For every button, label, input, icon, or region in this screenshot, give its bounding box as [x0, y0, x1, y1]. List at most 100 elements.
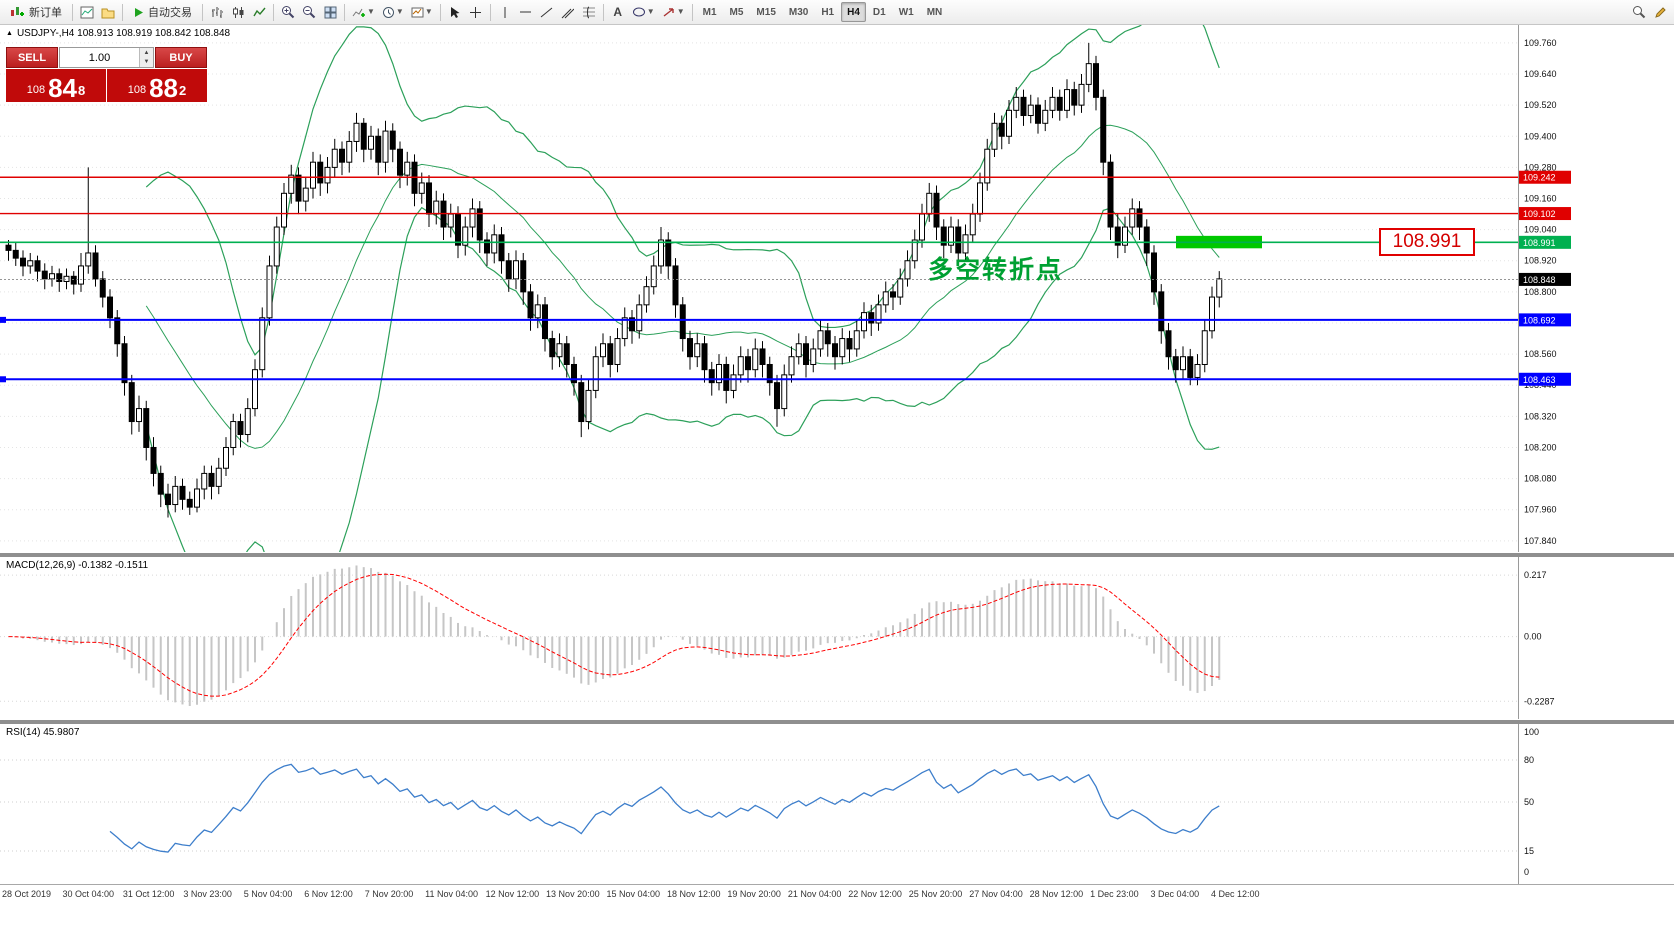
trendline-button[interactable]: [537, 2, 557, 22]
panel-separator[interactable]: [0, 552, 1674, 557]
toolbar-divider: [72, 3, 73, 21]
svg-text:108.080: 108.080: [1524, 474, 1557, 484]
sell-price-prefix: 108: [26, 84, 46, 96]
zoom-out-button[interactable]: [299, 2, 319, 22]
toolbar-divider: [273, 3, 274, 21]
timeframe-W1[interactable]: W1: [898, 6, 914, 18]
time-axis-label: 7 Nov 20:00: [364, 889, 414, 899]
time-axis-label: 12 Nov 12:00: [485, 889, 540, 899]
crosshair-icon: [470, 6, 482, 18]
price-chart-panel[interactable]: ▲ USDJPY-,H4 108.913 108.919 108.842 108…: [0, 25, 1674, 552]
line-chart-button[interactable]: [249, 2, 269, 22]
svg-text:109.640: 109.640: [1524, 69, 1557, 79]
cursor-button[interactable]: [445, 2, 465, 22]
profiles-button[interactable]: [98, 2, 118, 22]
shapes-icon: [632, 7, 645, 17]
buy-price-prefix: 108: [127, 84, 147, 96]
chart-annotation-text[interactable]: 多空转折点: [928, 256, 1064, 284]
volume-decrease-button[interactable]: ▼: [140, 57, 153, 67]
pencil-icon: [1654, 6, 1666, 18]
shapes-button[interactable]: ▼: [629, 2, 658, 22]
svg-text:109.040: 109.040: [1524, 225, 1557, 235]
time-axis-label: 4 Dec 12:00: [1211, 889, 1260, 899]
timeframe-D1[interactable]: D1: [872, 6, 886, 18]
svg-text:0.00: 0.00: [1524, 632, 1542, 642]
timeframe-group: M1 M5 M15 M30 H1 H4 D1 W1 MN: [697, 2, 949, 22]
timeframe-M5[interactable]: M5: [729, 6, 744, 18]
periods-icon: [382, 6, 394, 18]
time-axis-label: 21 Nov 04:00: [787, 889, 842, 899]
sell-price-big: 84: [48, 72, 78, 103]
line-chart-icon: [252, 7, 266, 16]
edit-button[interactable]: [1650, 2, 1670, 22]
buy-button[interactable]: BUY: [155, 47, 207, 68]
rsi-panel[interactable]: RSI(14) 45.9807 100 80 50 15 0: [0, 724, 1674, 884]
indicators-icon: [352, 8, 365, 17]
arrows-button[interactable]: ▼: [659, 2, 688, 22]
svg-text:50: 50: [1524, 797, 1534, 807]
horizontal-line-button[interactable]: [516, 2, 536, 22]
arrows-dropdown-caret: ▼: [676, 7, 685, 16]
svg-text:108.560: 108.560: [1524, 349, 1557, 359]
bar-chart-icon: [211, 6, 223, 18]
svg-text:108.800: 108.800: [1524, 287, 1557, 297]
sell-button[interactable]: SELL: [6, 47, 58, 68]
toolbar-divider: [344, 3, 345, 21]
equidistant-channel-icon: [561, 8, 575, 18]
macd-canvas[interactable]: 0.217 0.00 -0.2287: [0, 557, 1674, 719]
time-axis-label: 13 Nov 20:00: [546, 889, 600, 899]
fibonacci-button[interactable]: [579, 2, 599, 22]
time-axis-label: 15 Nov 04:00: [606, 889, 661, 899]
panel-separator[interactable]: [0, 719, 1674, 724]
shapes-dropdown-caret: ▼: [646, 7, 655, 16]
rsi-canvas[interactable]: 100 80 50 15 0: [0, 724, 1674, 884]
toolbar-divider: [602, 3, 604, 21]
toolbar-divider: [691, 3, 693, 21]
timeframe-M1[interactable]: M1: [702, 6, 717, 18]
price-chart-canvas[interactable]: 109.760 109.640 109.520 109.400 109.280 109.1…: [0, 25, 1674, 552]
crosshair-button[interactable]: [466, 2, 486, 22]
equidistant-channel-button[interactable]: [558, 2, 578, 22]
sell-price-sup: 8: [78, 83, 86, 98]
profiles-icon: [101, 8, 115, 18]
buy-price-display[interactable]: 108 88 2: [107, 69, 207, 102]
svg-text:-0.2287: -0.2287: [1524, 696, 1555, 706]
bar-chart-button[interactable]: [207, 2, 227, 22]
zoom-in-button[interactable]: [278, 2, 298, 22]
timeframe-H4[interactable]: H4: [841, 2, 866, 22]
symbol-ohlc-text: USDJPY-,H4 108.913 108.919 108.842 108.8…: [16, 28, 231, 39]
symbol-search-button[interactable]: [1629, 2, 1649, 22]
price-callout-box[interactable]: 108.991: [1379, 228, 1475, 256]
new-order-button[interactable]: 新订单: [4, 2, 68, 22]
timeframe-M15[interactable]: M15: [756, 6, 776, 18]
macd-panel[interactable]: MACD(12,26,9) -0.1382 -0.1511 0.217 0.00 -…: [0, 557, 1674, 719]
svg-text:108.463: 108.463: [1523, 375, 1556, 385]
indicators-button[interactable]: ▼: [349, 2, 378, 22]
volume-input[interactable]: [60, 48, 139, 67]
text-tool-button[interactable]: A: [608, 2, 628, 22]
periods-button[interactable]: ▼: [379, 2, 407, 22]
templates-button[interactable]: ▼: [408, 2, 436, 22]
volume-increase-button[interactable]: ▲: [140, 48, 153, 58]
time-axis-label: 28 Oct 2019: [2, 889, 52, 899]
tile-windows-icon: [324, 6, 336, 18]
tile-windows-button[interactable]: [320, 2, 340, 22]
symbol-ohlc-line: ▲ USDJPY-,H4 108.913 108.919 108.842 108…: [6, 28, 230, 39]
svg-text:109.102: 109.102: [1523, 209, 1556, 219]
vertical-line-icon: [504, 6, 506, 18]
vertical-line-button[interactable]: [495, 2, 515, 22]
chart-window-button[interactable]: [77, 2, 97, 22]
macd-header: MACD(12,26,9) -0.1382 -0.1511: [6, 560, 149, 571]
timeframe-MN[interactable]: MN: [926, 6, 943, 18]
timeframe-H1[interactable]: H1: [821, 6, 835, 18]
time-axis[interactable]: 28 Oct 2019 30 Oct 04:00 31 Oct 12:00 3 Nov…: [0, 884, 1674, 949]
auto-trading-button[interactable]: 自动交易: [127, 2, 198, 22]
svg-text:109.160: 109.160: [1524, 194, 1557, 204]
svg-text:108.320: 108.320: [1524, 411, 1557, 421]
rsi-header: RSI(14) 45.9807: [6, 727, 80, 738]
arrows-icon: [663, 8, 674, 17]
timeframe-M30[interactable]: M30: [788, 6, 809, 18]
candlestick-chart-button[interactable]: [228, 2, 248, 22]
sell-price-display[interactable]: 108 84 8: [6, 69, 106, 102]
time-axis-label: 30 Oct 04:00: [62, 889, 114, 899]
